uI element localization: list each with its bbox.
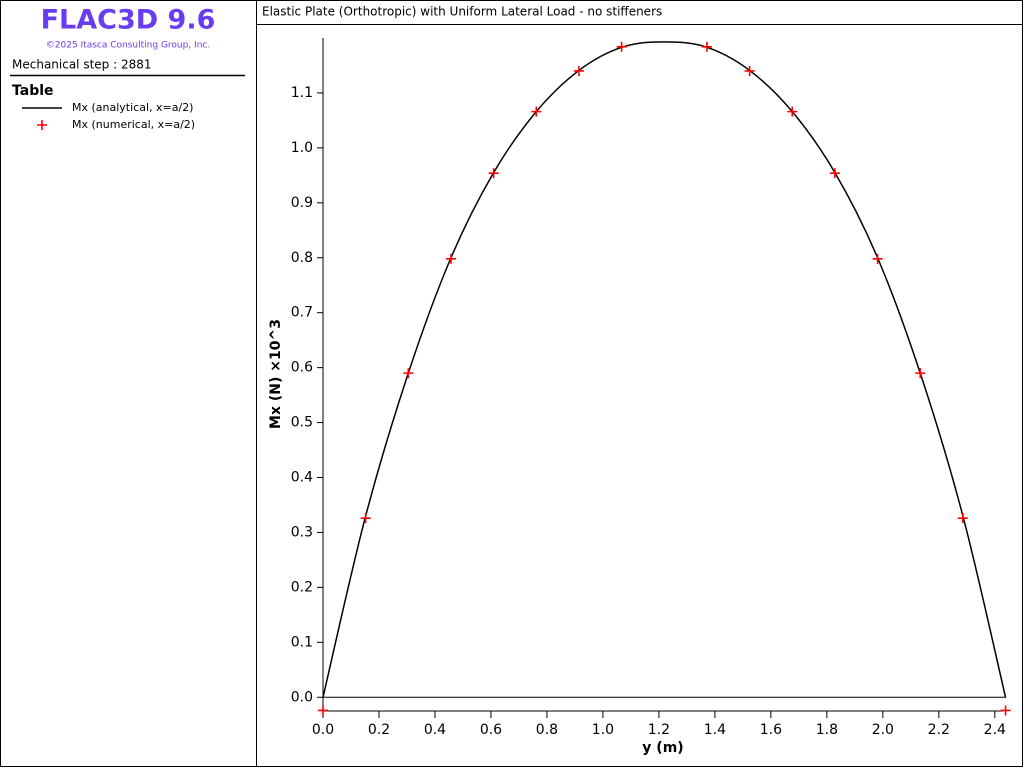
marker (787, 106, 798, 117)
y-tick-label: 0.9 (291, 195, 313, 211)
x-tick-label: 1.4 (704, 722, 726, 738)
x-tick-label: 0.2 (368, 722, 390, 738)
legend-marker (37, 120, 47, 130)
marker (829, 168, 840, 179)
marker (445, 253, 456, 264)
x-tick-label: 0.0 (312, 722, 334, 738)
y-tick-label: 0.0 (291, 689, 313, 705)
marker (616, 41, 627, 52)
marker (318, 705, 328, 716)
marker (957, 513, 968, 524)
x-tick-label: 1.2 (648, 722, 670, 738)
analytical-line (322, 41, 1007, 698)
panel-title: Table (12, 83, 54, 99)
app-name: FLAC3D 9.6 (41, 5, 216, 36)
marker (701, 41, 712, 52)
y-tick-label: 0.2 (291, 579, 313, 595)
x-tick-label: 2.4 (984, 722, 1006, 738)
chart-title: Elastic Plate (Orthotropic) with Uniform… (262, 5, 662, 19)
x-tick-label: 0.8 (536, 722, 558, 738)
y-tick-label: 0.6 (291, 360, 313, 376)
y-tick-label: 1.1 (291, 85, 313, 101)
marker (531, 106, 542, 117)
legend-label: Mx (analytical, x=a/2) (72, 101, 193, 114)
marker (915, 368, 926, 379)
y-tick-label: 0.4 (291, 470, 313, 486)
y-tick-label: 0.8 (291, 250, 313, 266)
y-tick-label: 0.5 (291, 415, 313, 431)
marker (744, 65, 755, 76)
copyright: ©2025 Itasca Consulting Group, Inc. (46, 41, 210, 51)
x-tick-label: 2.0 (872, 722, 894, 738)
x-tick-label: 0.4 (424, 722, 446, 738)
x-tick-label: 2.2 (928, 722, 950, 738)
legend-label: Mx (numerical, x=a/2) (72, 118, 195, 131)
marker (488, 168, 499, 179)
y-tick-label: 0.3 (291, 524, 313, 540)
y-tick-label: 0.7 (291, 305, 313, 321)
x-axis-label: y (m) (642, 740, 683, 756)
y-axis-label: Mx (N) ×10^3 (268, 319, 284, 429)
marker (872, 253, 883, 264)
step: Mechanical step : 2881 (12, 58, 152, 72)
marker (1000, 705, 1011, 716)
x-tick-label: 1.6 (760, 722, 782, 738)
x-tick-label: 1.0 (592, 722, 614, 738)
marker (360, 513, 371, 524)
marker (403, 368, 414, 379)
y-tick-label: 0.1 (291, 634, 313, 650)
x-tick-label: 0.6 (480, 722, 502, 738)
x-tick-label: 1.8 (816, 722, 838, 738)
marker (573, 65, 584, 76)
y-tick-label: 1.0 (291, 140, 313, 156)
